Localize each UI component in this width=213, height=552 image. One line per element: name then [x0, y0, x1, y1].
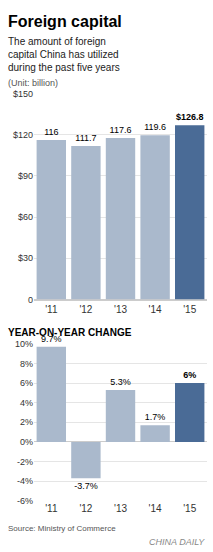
svg-text:'13: '13 [114, 304, 127, 315]
svg-text:capital China has utilized: capital China has utilized [8, 49, 119, 60]
svg-text:CHINA DAILY: CHINA DAILY [149, 537, 205, 547]
svg-text:-6%: -6% [17, 496, 33, 506]
svg-text:$120: $120 [13, 130, 33, 140]
svg-text:117.6: 117.6 [110, 125, 132, 135]
svg-text:$90: $90 [18, 171, 33, 181]
svg-text:-3.7%: -3.7% [74, 481, 98, 491]
svg-text:116: 116 [44, 127, 58, 137]
svg-text:2%: 2% [20, 417, 33, 427]
svg-text:during the past five years: during the past five years [8, 62, 120, 73]
svg-text:10%: 10% [15, 339, 33, 349]
svg-text:5.3%: 5.3% [110, 377, 131, 387]
svg-text:$150: $150 [13, 89, 33, 99]
svg-text:'13: '13 [114, 503, 127, 514]
svg-text:'11: '11 [45, 503, 58, 514]
svg-text:$60: $60 [18, 212, 33, 222]
svg-text:The amount of foreign: The amount of foreign [8, 36, 106, 47]
svg-text:Source: Ministry of Commerce: Source: Ministry of Commerce [8, 524, 116, 533]
svg-text:-2%: -2% [17, 457, 33, 467]
svg-text:'15: '15 [183, 304, 196, 315]
svg-text:Foreign capital: Foreign capital [8, 13, 122, 30]
svg-text:119.6: 119.6 [144, 122, 166, 132]
svg-text:$30: $30 [18, 253, 33, 263]
svg-text:'11: '11 [45, 304, 58, 315]
svg-text:111.7: 111.7 [75, 133, 96, 143]
svg-text:YEAR-ON-YEAR CHANGE: YEAR-ON-YEAR CHANGE [8, 327, 132, 338]
svg-text:$126.8: $126.8 [176, 112, 204, 122]
svg-text:4%: 4% [20, 398, 33, 408]
svg-text:'12: '12 [79, 304, 92, 315]
svg-text:0: 0 [28, 295, 33, 305]
svg-text:-4%: -4% [17, 476, 33, 486]
svg-text:'14: '14 [149, 503, 162, 514]
svg-text:(Unit: billion): (Unit: billion) [8, 78, 58, 88]
svg-text:'12: '12 [79, 503, 92, 514]
svg-text:6%: 6% [183, 370, 196, 380]
svg-text:1.7%: 1.7% [145, 412, 166, 422]
svg-text:9.7%: 9.7% [41, 334, 62, 344]
svg-text:6%: 6% [20, 378, 33, 388]
svg-text:0%: 0% [20, 437, 33, 447]
svg-text:'15: '15 [183, 503, 196, 514]
svg-text:8%: 8% [20, 359, 33, 369]
svg-text:'14: '14 [149, 304, 162, 315]
